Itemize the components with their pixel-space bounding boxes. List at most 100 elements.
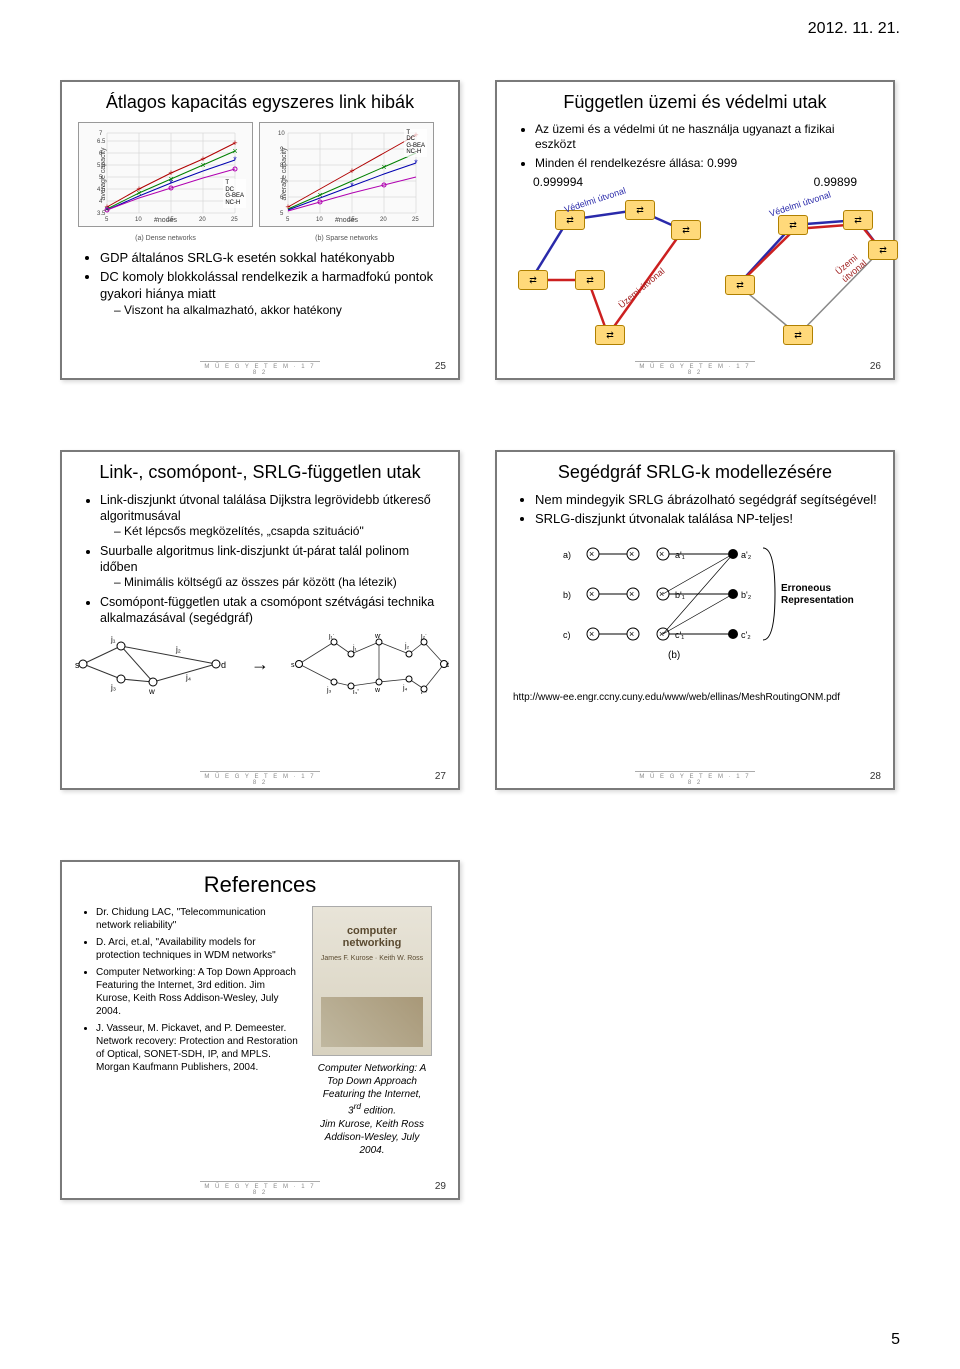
router-icon: ⇄: [575, 270, 605, 290]
bullet: Az üzemi és a védelmi út ne használja ug…: [535, 122, 877, 153]
router-icon: ⇄: [625, 200, 655, 220]
split-graphs: s j₁ j₃ w d j₂j₄ →: [78, 634, 442, 694]
graph-split: sj₁'j₁ j₃j₃' w'w j₂j₂' j₄j₄' d: [289, 634, 449, 694]
svg-text:j₃': j₃': [352, 689, 359, 694]
slide-29-num: 29: [435, 1181, 446, 1192]
slide-28-bullets: Nem mindegyik SRLG ábrázolható segédgráf…: [513, 492, 877, 529]
slide-26-num: 26: [870, 361, 881, 372]
legend-dc-b: DC: [406, 136, 415, 142]
avail-left: 0.999994: [533, 175, 583, 189]
svg-text:×: ×: [317, 190, 322, 200]
svg-text:d: d: [221, 660, 226, 670]
chart-a-legend: T DC G-BEA NC-H: [223, 179, 246, 207]
chart-a-ylabel: average capacity: [100, 148, 107, 201]
svg-text:a'₁: a'₁: [675, 550, 685, 560]
router-icon: ⇄: [671, 220, 701, 240]
bullet-text: Suurballe algoritmus link-diszjunkt út-p…: [100, 544, 409, 574]
slide-25: Átlagos kapacitás egyszeres link hibák a…: [60, 80, 460, 380]
svg-text:×: ×: [136, 188, 141, 198]
svg-text:+: +: [285, 202, 290, 212]
svg-text:j₁': j₁': [328, 634, 334, 640]
caption-a: (a) Dense networks: [78, 235, 253, 242]
svg-text:×: ×: [200, 160, 205, 170]
svg-text:20: 20: [380, 217, 387, 223]
chart-sparse: average capacity 567 8910: [259, 122, 434, 227]
svg-text:6.5: 6.5: [97, 139, 106, 145]
ref-item: J. Vasseur, M. Pickavet, and P. Demeeste…: [96, 1022, 302, 1074]
svg-text:b'₂: b'₂: [741, 590, 752, 600]
legend-gbea-b: G-BEA: [406, 143, 425, 149]
slide-26-title: Független üzemi és védelmi utak: [513, 92, 877, 114]
graph-svg: sj₁'j₁ j₃j₃' w'w j₂j₂' j₄j₄' d: [289, 634, 449, 694]
references-list: Dr. Chidung LAC, "Telecommunication netw…: [78, 906, 302, 1074]
chart-a-xlabel: #nodes: [154, 217, 177, 224]
svg-text:a): a): [563, 550, 571, 560]
svg-text:c): c): [563, 630, 571, 640]
legend-t: T: [225, 180, 229, 186]
slide-28: Segédgráf SRLG-k modellezésére Nem minde…: [495, 450, 895, 790]
svg-text:j₃: j₃: [110, 683, 116, 692]
legend-dc: DC: [225, 187, 234, 193]
svg-text:j₄: j₄: [185, 673, 191, 682]
bullet: Link-diszjunkt útvonal találása Dijkstra…: [100, 492, 442, 540]
svg-text:j₄: j₄: [402, 685, 408, 692]
svg-text:b): b): [563, 590, 571, 600]
sub-bullet: Minimális költségű az összes pár között …: [114, 575, 442, 591]
slide-28-title: Segédgráf SRLG-k modellezésére: [513, 462, 877, 484]
svg-text:10: 10: [278, 131, 285, 137]
svg-text:7: 7: [99, 131, 103, 137]
network-diagram: ⇄ ⇄ ⇄ ⇄ ⇄ ⇄ ⇄ ⇄ ⇄ ⇄ ⇄ Védelmi útvonal Üz…: [513, 195, 877, 375]
book-authors: James F. Kurose · Keith W. Ross: [313, 955, 431, 962]
svg-text:×: ×: [659, 549, 664, 559]
srlg-link: http://www-ee.engr.ccny.cuny.edu/www/web…: [513, 692, 877, 703]
graph-svg: s j₁ j₃ w d j₂j₄: [71, 634, 231, 694]
sub-bullet: Viszont ha alkalmazható, akkor hatékony: [114, 303, 442, 319]
slide-27-num: 27: [435, 771, 446, 782]
svg-text:w: w: [148, 687, 155, 694]
avail-right: 0.99899: [814, 175, 857, 189]
srlg-diagram: a) × × × a'₁ a'₂ b) × × × b': [513, 538, 877, 688]
router-icon: ⇄: [725, 275, 755, 295]
svg-text:10: 10: [316, 217, 323, 223]
svg-text:×: ×: [589, 549, 594, 559]
bullet: Suurballe algoritmus link-diszjunkt út-p…: [100, 543, 442, 591]
slide-27-bullets: Link-diszjunkt útvonal találása Dijkstra…: [78, 492, 442, 627]
caption-b: (b) Sparse networks: [259, 235, 434, 242]
slide-29: References Dr. Chidung LAC, "Telecommuni…: [60, 860, 460, 1200]
svg-text:c'₁: c'₁: [675, 630, 684, 640]
refs-layout: Dr. Chidung LAC, "Telecommunication netw…: [78, 906, 442, 1156]
svg-text:w': w': [374, 634, 381, 640]
graph-original: s j₁ j₃ w d j₂j₄: [71, 634, 231, 694]
svg-text:c'₂: c'₂: [741, 630, 751, 640]
logo: M Ű E G Y E T E M · 1 7 8 2: [635, 771, 755, 786]
svg-text:*: *: [233, 155, 237, 165]
srlg-svg: a) × × × a'₁ a'₂ b) × × × b': [513, 538, 883, 688]
chart-b-xlabel: #nodes: [335, 217, 358, 224]
router-icon: ⇄: [778, 215, 808, 235]
svg-text:*: *: [350, 181, 354, 191]
slide-25-num: 25: [435, 361, 446, 372]
router-icon: ⇄: [518, 270, 548, 290]
legend-gbea: G-BEA: [225, 193, 244, 199]
svg-text:j₃: j₃: [326, 687, 332, 694]
svg-text:+: +: [349, 166, 354, 176]
sub-bullet: Két lépcsős megközelítés, „csapda szituá…: [114, 524, 442, 540]
logo: M Ű E G Y E T E M · 1 7 8 2: [200, 1181, 320, 1196]
svg-text:×: ×: [589, 629, 594, 639]
book-title2: networking: [313, 937, 431, 949]
bullet-text: Link-diszjunkt útvonal találása Dijkstra…: [100, 493, 431, 523]
avail-row: 0.999994 0.99899: [513, 175, 877, 189]
slide-25-bullets: GDP általános SRLG-k esetén sokkal haték…: [78, 250, 442, 319]
book-cover: computer networking James F. Kurose · Ke…: [312, 906, 432, 1056]
svg-text:w: w: [374, 687, 381, 694]
bullet: Minden él rendelkezésre állása: 0.999: [535, 156, 877, 172]
slide-26-bullets: Az üzemi és a védelmi út ne használja ug…: [513, 122, 877, 172]
logo: M Ű E G Y E T E M · 1 7 8 2: [200, 361, 320, 376]
page: 2012. 11. 21. Átlagos kapacitás egyszere…: [0, 0, 960, 1369]
ref-item: Computer Networking: A Top Down Approach…: [96, 966, 302, 1018]
logo: M Ű E G Y E T E M · 1 7 8 2: [635, 361, 755, 376]
legend-nch: NC-H: [225, 200, 240, 206]
slide-25-title: Átlagos kapacitás egyszeres link hibák: [78, 92, 442, 114]
svg-text:j₂': j₂': [420, 634, 427, 640]
side-text: Erroneous Representation: [781, 583, 851, 607]
